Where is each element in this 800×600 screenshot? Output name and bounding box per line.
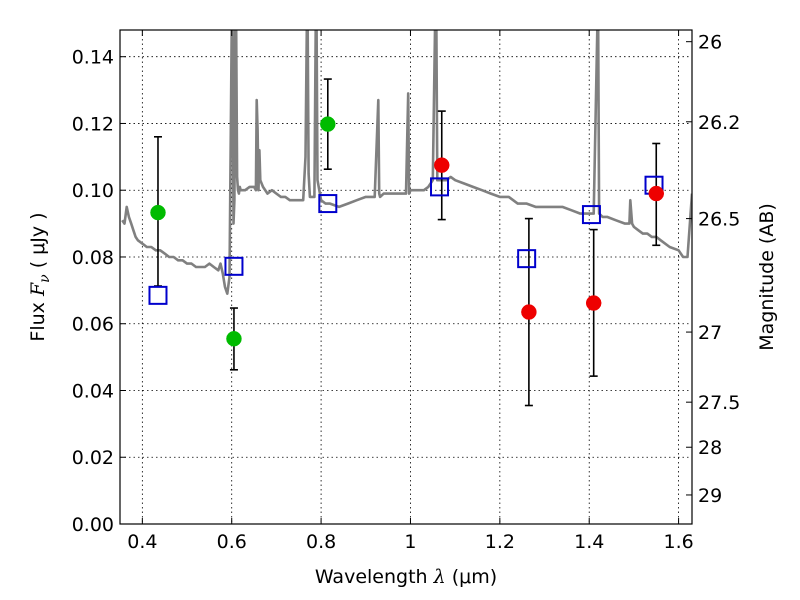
x-tick-label: 1.4 [574,531,604,553]
red-data-point [585,295,602,311]
y-tick-label: 0.14 [72,47,114,69]
y-tick-label: 0.10 [72,180,114,202]
y2-tick-label: 26.2 [698,112,740,134]
red-data-point [648,185,664,202]
green-data-point [320,116,336,132]
model-photometry-marker [581,205,601,225]
y2-tick-label: 29 [698,485,722,507]
x-tick-label: 0.8 [306,531,336,553]
ticks: 0.4 0.6 0.8 1 1.2 1.4 1.6 0.00 0.02 0.04 0.06 0.08 0… [72,30,740,553]
model-spectrum-line [121,30,692,296]
green-data-point [150,204,166,221]
y-axis-label: Flux Fν ( μJy ) [27,212,53,341]
y2-tick-label: 28 [698,437,722,459]
x-tick-label: 1.6 [663,531,693,553]
x-tick-label: 1 [404,531,416,553]
plot-area [121,30,692,407]
y-tick-label: 0.00 [72,514,114,536]
y-tick-label: 0.04 [72,380,114,402]
y-tick-label: 0.08 [72,247,114,269]
y-tick-label: 0.06 [72,314,114,336]
model-photometry-marker [224,256,244,276]
model-photometry-marker [430,177,450,197]
red-data-point [434,157,450,173]
y2-axis-label: Magnitude (AB) [756,203,778,351]
y2-tick-label: 27.5 [698,392,740,414]
y2-tick-label: 27 [698,322,722,344]
y-tick-label: 0.02 [72,447,114,469]
x-tick-label: 0.4 [127,531,157,553]
markers [148,78,664,407]
red-data-point [521,304,537,320]
model-photometry-marker [318,194,338,214]
x-tick-label: 0.6 [217,531,247,553]
y-tick-label: 0.12 [72,113,114,135]
model-photometry-marker [148,285,168,305]
y2-tick-label: 26.5 [698,209,740,231]
y2-tick-label: 26 [698,32,722,54]
x-axis-label: Wavelength λ (μm) [315,566,497,588]
plot-frame [119,29,693,525]
green-data-point [226,331,242,347]
model-photometry-marker [517,249,537,269]
x-tick-label: 1.2 [485,531,515,553]
